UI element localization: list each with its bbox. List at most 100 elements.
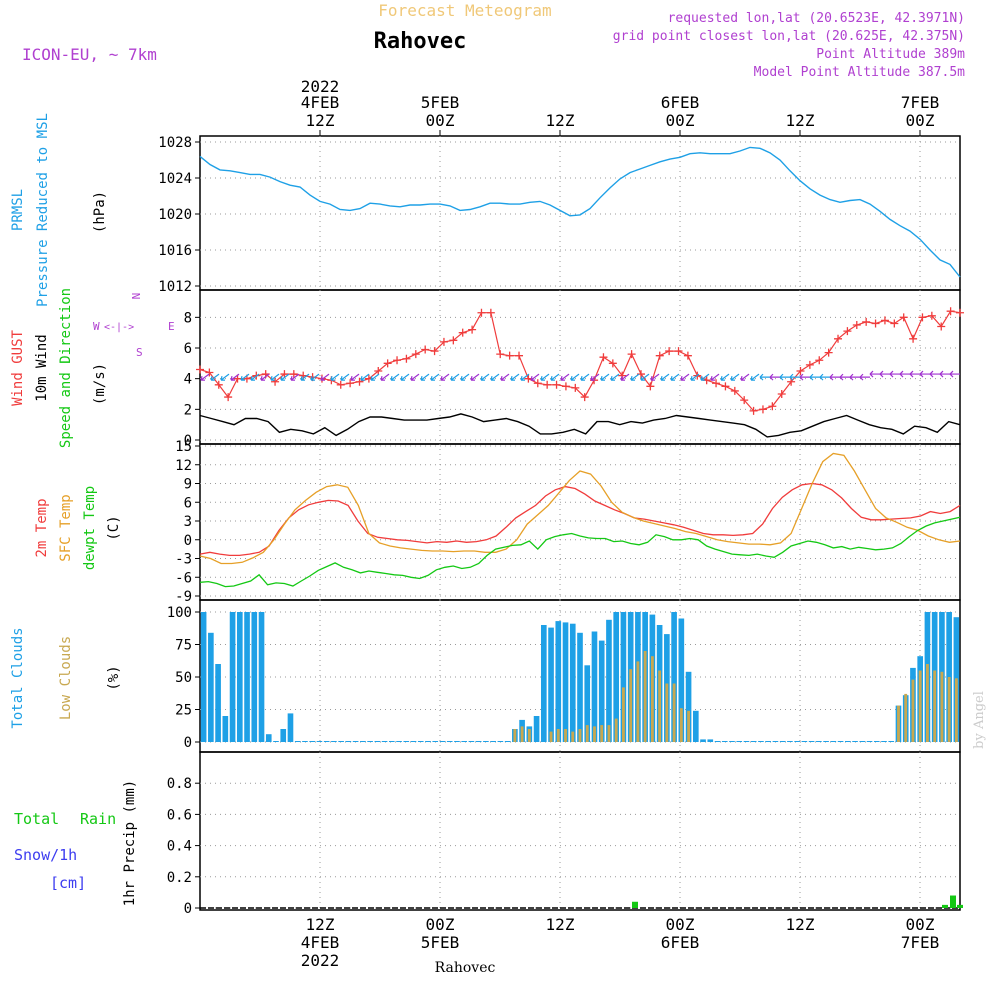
total-cloud-bar (475, 741, 482, 742)
low-cloud-bar (578, 729, 582, 742)
low-cloud-bar (650, 656, 654, 742)
gust-point (430, 347, 439, 356)
ytick-label: 75 (175, 638, 192, 654)
wind-direction-arrow (300, 373, 310, 381)
wind-direction-arrow (580, 373, 590, 381)
gust-point (655, 351, 664, 360)
time-label-top: 12Z (306, 111, 335, 130)
low-cloud-bar (564, 729, 567, 742)
gust-point (627, 350, 636, 359)
ytick-label: 100 (167, 605, 192, 621)
total-cloud-bar (302, 741, 308, 742)
ytick-label: 25 (175, 703, 192, 719)
gust-point (515, 351, 524, 360)
gust-point (880, 316, 889, 325)
low-cloud-bar (643, 651, 647, 742)
precip-bar (942, 904, 948, 908)
wind-direction-arrow (720, 373, 730, 381)
wind-direction-arrow (799, 373, 810, 381)
low-cloud-bar (527, 729, 531, 742)
gust-point (393, 356, 402, 365)
total-cloud-bar (215, 664, 221, 742)
wind-direction-arrow (600, 373, 610, 381)
gust-point (571, 383, 580, 392)
total-cloud-bar (280, 729, 287, 742)
wind-direction-arrow (929, 370, 940, 378)
ytick-label: 0.2 (167, 870, 192, 886)
total-cloud-bar (750, 741, 757, 742)
low-cloud-bar (904, 693, 908, 742)
gust-point (862, 317, 871, 326)
wind-direction-arrow (839, 373, 850, 381)
wind-direction-arrow (400, 373, 410, 381)
data-marks (196, 146, 964, 909)
time-label-bottom: 4FEB (301, 933, 340, 952)
ytick-label: 0.4 (167, 839, 192, 855)
watermark: by Angel (972, 691, 987, 749)
total-cloud-bar (852, 741, 858, 742)
gust-point (543, 380, 552, 389)
time-label-top: 12Z (786, 111, 815, 130)
gust-point (683, 351, 692, 360)
low-cloud-bar (513, 729, 517, 742)
gust-point (777, 390, 786, 398)
wind-direction-arrow (680, 373, 690, 381)
temp-labels: 2m Temp SFC Temp dewpt Temp (C) (34, 486, 122, 570)
total-cloud-bar (200, 612, 207, 742)
total-cloud-bar (338, 741, 344, 742)
gust-point (824, 348, 833, 357)
time-label-bottom: 12Z (306, 915, 335, 934)
gust-label: Wind GUST (10, 330, 26, 406)
gust-point (355, 377, 364, 386)
total-cloud-bar (323, 741, 330, 742)
total-cloud-bar (468, 741, 475, 742)
total-cloud-bar (837, 741, 844, 742)
gust-point (233, 374, 242, 383)
model-name: ICON-EU, ~ 7km (22, 45, 157, 64)
compass-e: E (168, 320, 175, 333)
wind-direction-arrow (829, 373, 840, 381)
axis-labels: 1012101610201024102802468-9-6-3036912150… (158, 77, 939, 970)
gust-point (505, 351, 514, 360)
wind-direction-arrow (660, 373, 670, 381)
gust-point (599, 353, 608, 362)
grid-lines (195, 136, 960, 910)
gust-point (374, 367, 383, 375)
wind-direction-arrow (470, 373, 480, 381)
total-cloud-bar (584, 665, 591, 742)
wind-direction-arrow (769, 373, 780, 381)
gust-point (618, 371, 627, 380)
wind-direction-arrow (620, 373, 630, 381)
wind-direction-arrow (949, 370, 960, 378)
gust-point (280, 370, 289, 379)
total-cloud-bar (823, 741, 829, 742)
wind-direction-arrow (390, 373, 400, 381)
wind-direction-arrow (370, 373, 380, 381)
total-cloud-bar (779, 741, 786, 742)
total-cloud-bar (555, 621, 562, 742)
time-label-bottom: 12Z (786, 915, 815, 934)
gust-point (346, 379, 355, 388)
wind-direction-arrow (490, 373, 500, 381)
wind-direction-arrow (240, 373, 250, 381)
wind-direction-arrow (290, 373, 300, 381)
wind-direction-arrow (360, 373, 370, 381)
ytick-label: -3 (175, 552, 192, 568)
low-cloud-bar (658, 670, 662, 742)
wind-direction-arrow (919, 370, 930, 378)
gridpoint-coords: grid point closest lon,lat (20.625E, 42.… (613, 29, 965, 44)
gust-point (289, 370, 298, 379)
t2m-label: 2m Temp (34, 498, 50, 557)
time-label-top: 6FEB (661, 93, 700, 112)
wind-direction-arrow (710, 373, 720, 381)
low-cloud-bar (607, 725, 611, 742)
wind-direction-arrow (440, 373, 450, 381)
ytick-label: 12 (175, 458, 192, 474)
low-cloud-bar (571, 731, 575, 742)
wind-direction-arrow (200, 373, 210, 381)
total-cloud-bar (591, 631, 598, 742)
low-cloud-bar (954, 678, 958, 742)
gust-point (439, 337, 448, 346)
total-cloud-bar (483, 741, 489, 742)
compass-s: S (136, 346, 143, 359)
